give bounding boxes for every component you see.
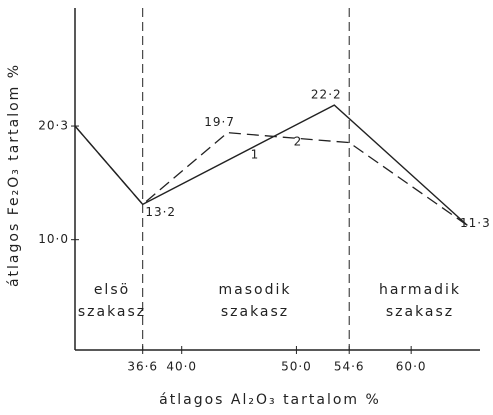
section-label: szakasz <box>386 304 454 320</box>
data-label: 11·3 <box>460 216 491 230</box>
y-tick-label: 10·0 <box>38 232 69 246</box>
x-tick-label: 54·6 <box>334 360 365 374</box>
x-tick-label: 60·0 <box>396 360 427 374</box>
data-label: 13·2 <box>145 205 176 219</box>
series-name: 2 <box>294 135 303 149</box>
x-axis-label: átlagos Al₂O₃ tartalom % <box>159 392 381 408</box>
section-label: elsö <box>94 282 130 298</box>
data-label: 22·2 <box>311 88 342 102</box>
series-name: 1 <box>251 148 260 162</box>
series-line <box>74 104 468 226</box>
section-label: szakasz <box>78 304 146 320</box>
section-label: szakasz <box>221 304 289 320</box>
data-label: 19·7 <box>204 115 235 129</box>
x-tick-label: 50·0 <box>281 360 312 374</box>
x-tick-label: 36·6 <box>127 360 158 374</box>
section-label: masodik <box>219 282 292 298</box>
x-tick-label: 40·0 <box>166 360 197 374</box>
y-axis-label: átlagos Fe₂O₃ tartalom % <box>6 63 22 287</box>
series-line <box>74 125 468 226</box>
section-label: harmadik <box>379 282 461 298</box>
y-tick-label: 20·3 <box>38 119 69 133</box>
